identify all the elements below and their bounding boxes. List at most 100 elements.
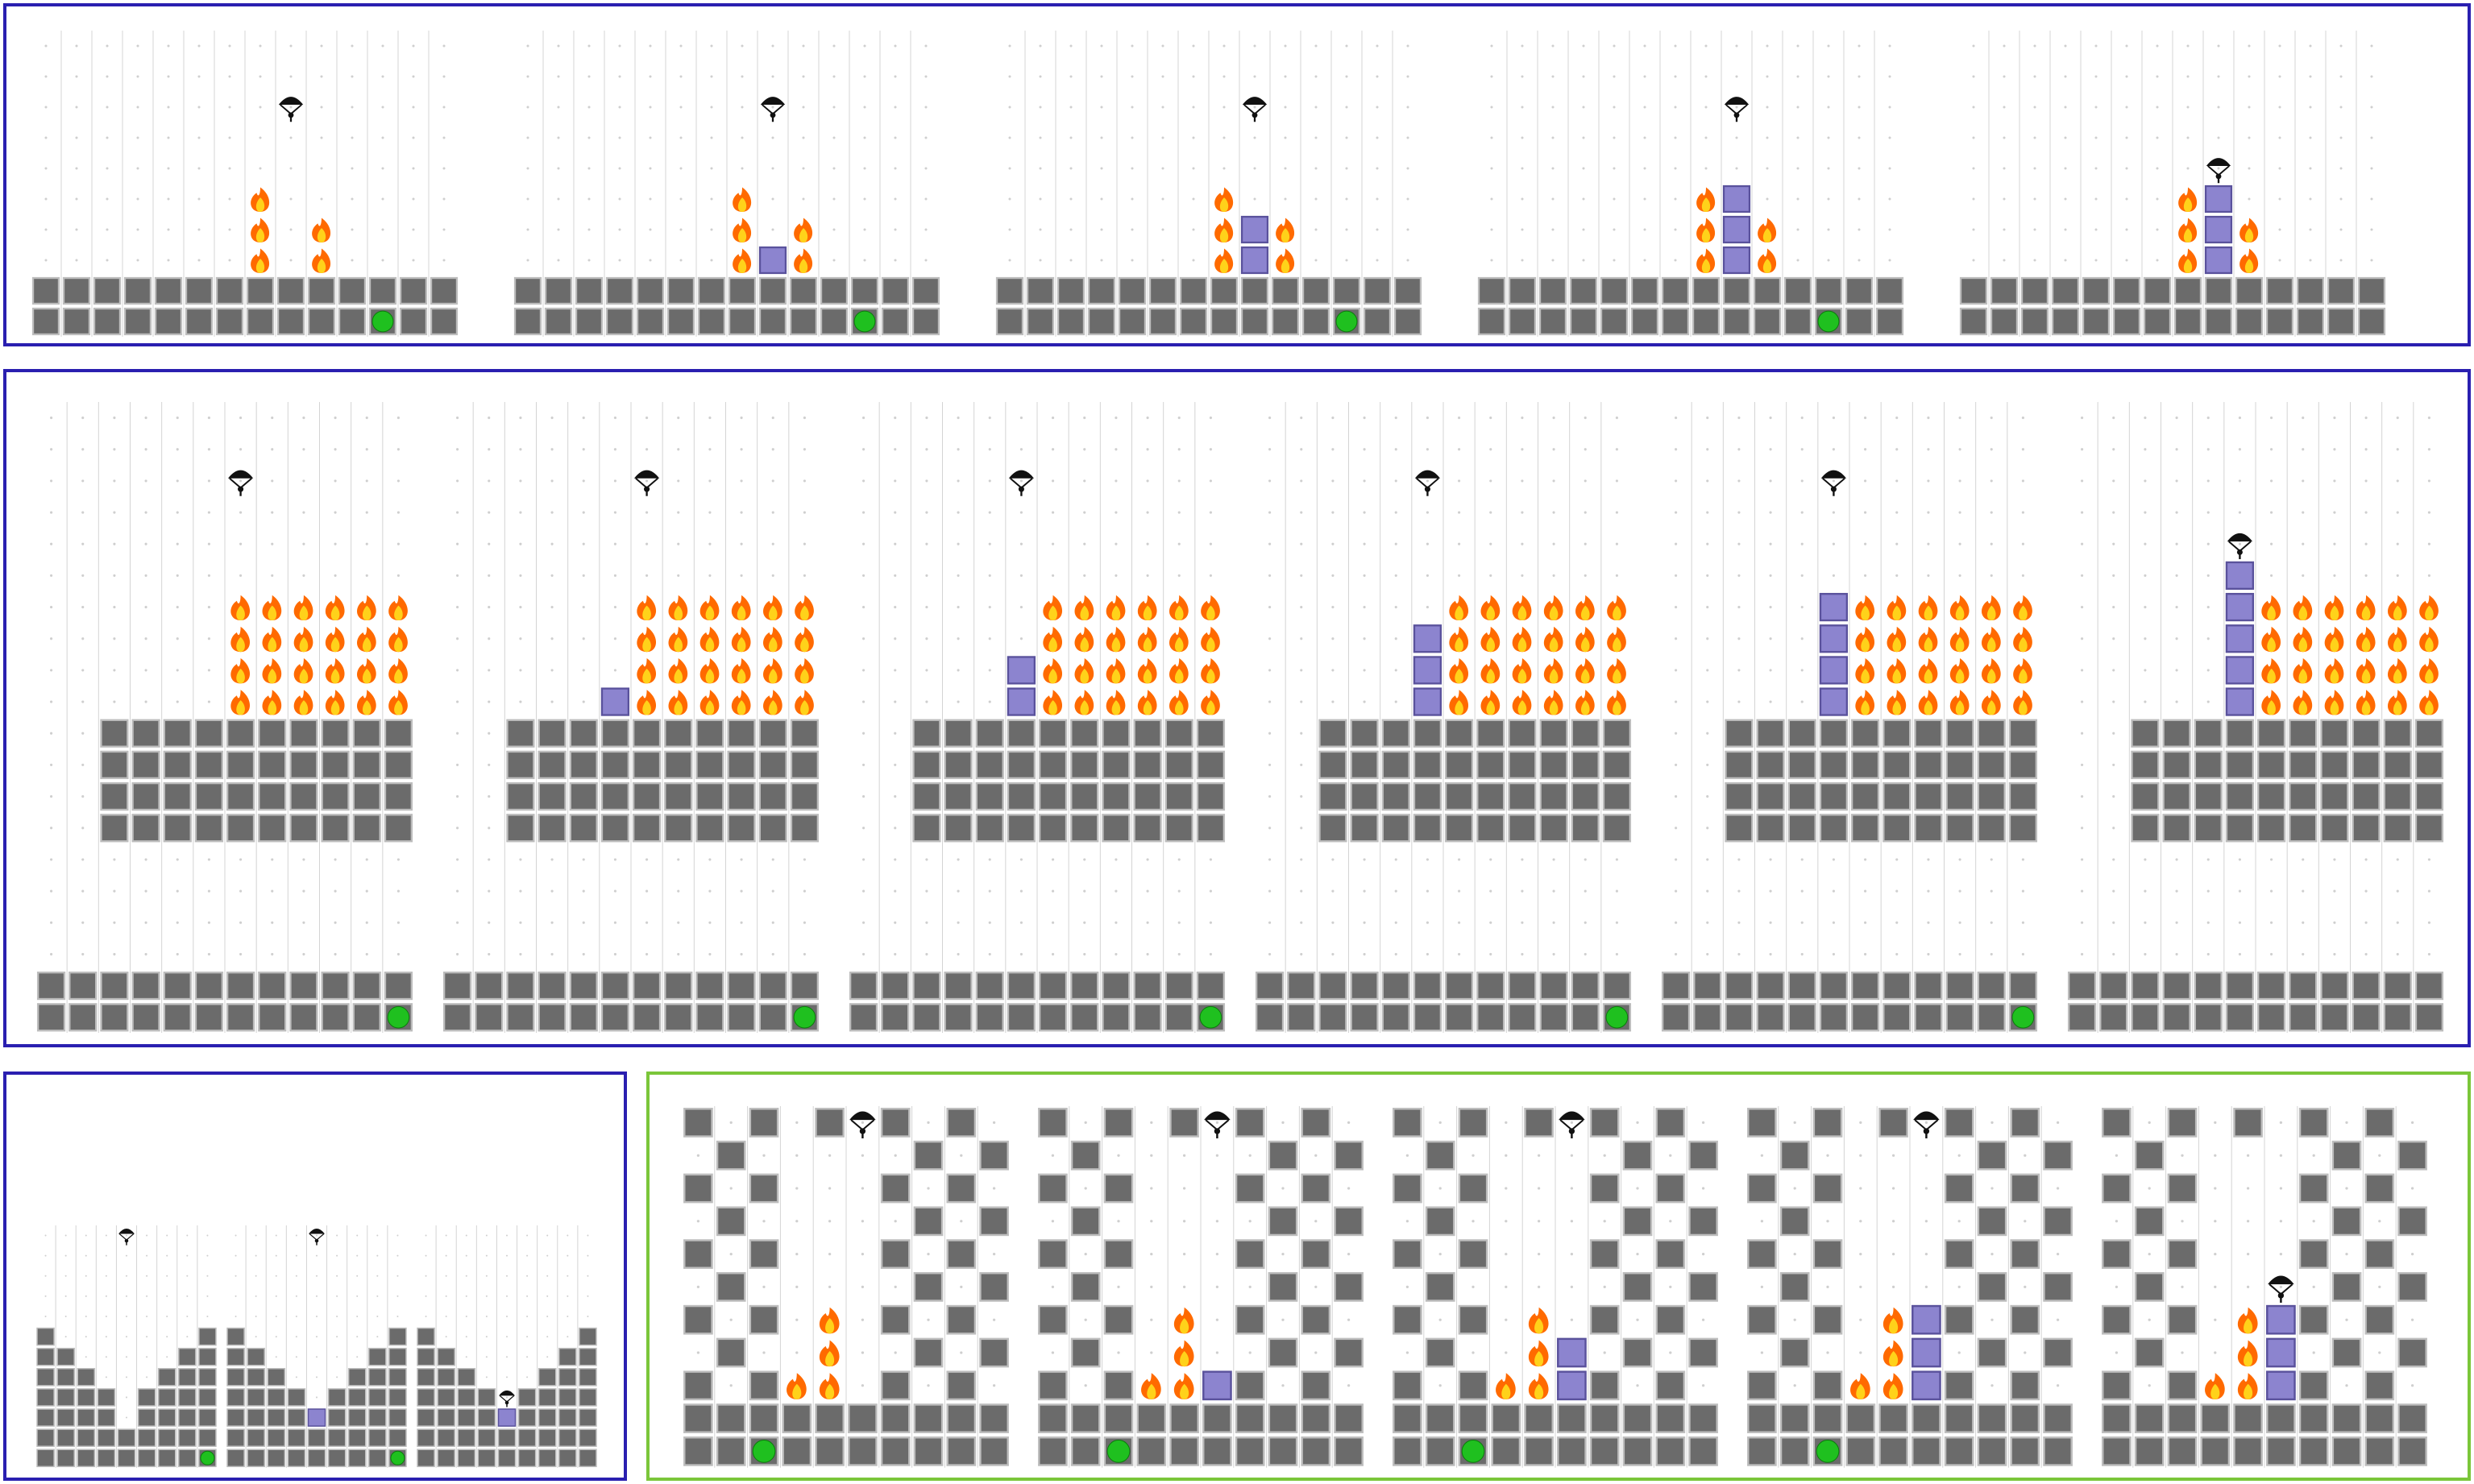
wall-icon	[880, 1173, 911, 1204]
fire-icon	[731, 595, 751, 620]
ice-block-icon	[1557, 1370, 1587, 1401]
wall-icon	[338, 307, 367, 336]
wall-icon	[913, 1436, 944, 1466]
wall-icon	[247, 1347, 265, 1366]
wall-icon	[475, 1002, 504, 1032]
wall-icon	[2102, 1108, 2132, 1138]
wall-icon	[683, 1370, 713, 1401]
wall-icon	[1334, 1272, 1364, 1302]
wall-icon	[579, 1387, 597, 1407]
fire-icon	[1043, 626, 1063, 652]
wall-icon	[198, 1407, 217, 1427]
wall-icon	[1318, 1002, 1347, 1032]
wall-icon	[1779, 1403, 1810, 1434]
fire-icon	[1480, 689, 1501, 715]
wall-icon	[163, 1002, 192, 1032]
fire-icon	[1173, 1373, 1194, 1400]
wall-icon	[1381, 1002, 1410, 1032]
wall-icon	[2256, 750, 2286, 779]
wall-icon	[1007, 750, 1036, 779]
wall-icon	[790, 719, 820, 748]
wall-icon	[198, 1387, 217, 1407]
wall-icon	[68, 971, 98, 1000]
wall-icon	[2298, 1403, 2329, 1434]
fire-icon	[1855, 626, 1875, 652]
parachute-agent-icon	[498, 1390, 516, 1407]
wall-icon	[2265, 307, 2294, 336]
wall-icon	[2233, 1403, 2263, 1434]
wall-icon	[1539, 813, 1568, 843]
wall-icon	[1287, 971, 1316, 1000]
fire-icon	[1201, 689, 1220, 715]
wall-icon	[1787, 971, 1816, 1000]
wall-icon	[569, 1002, 598, 1032]
wall-icon	[77, 1428, 96, 1447]
wall-icon	[880, 1436, 911, 1466]
wall-icon	[267, 1428, 286, 1447]
game-state-panel	[2066, 401, 2445, 1033]
wall-icon	[605, 276, 634, 305]
fire-icon	[2178, 187, 2198, 212]
wall-icon	[912, 1002, 941, 1032]
wall-icon	[2043, 1141, 2073, 1171]
fire-icon	[1276, 248, 1295, 273]
wall-icon	[2289, 1002, 2318, 1032]
game-state-panel	[35, 401, 414, 1033]
wall-icon	[287, 1387, 306, 1407]
wall-icon	[226, 1428, 245, 1447]
wall-icon	[2364, 1173, 2395, 1204]
wall-icon	[1914, 719, 1943, 748]
fire-icon	[2013, 595, 2032, 620]
fire-icon	[1543, 689, 1563, 715]
wall-icon	[1038, 813, 1068, 843]
wall-icon	[1271, 307, 1300, 336]
wall-icon	[1630, 276, 1659, 305]
wall-icon	[417, 1367, 435, 1387]
wall-icon	[154, 307, 183, 336]
wall-icon	[1508, 307, 1537, 336]
game-state-panel	[1745, 1106, 2074, 1468]
goal-icon	[1817, 310, 1840, 333]
wall-icon	[154, 276, 183, 305]
wall-icon	[1301, 307, 1330, 336]
fire-icon	[699, 626, 720, 652]
wall-icon	[1756, 971, 1785, 1000]
wall-icon	[1458, 1108, 1488, 1138]
ice-block-icon	[1240, 246, 1269, 275]
fire-icon	[1575, 595, 1595, 620]
wall-icon	[517, 1407, 537, 1427]
wall-icon	[912, 750, 941, 779]
wall-icon	[716, 1206, 746, 1237]
wall-icon	[1977, 971, 2006, 1000]
fire-icon	[1214, 187, 1234, 212]
fire-icon	[2419, 595, 2439, 620]
wall-icon	[913, 1337, 944, 1368]
wall-icon	[2266, 1403, 2296, 1434]
fire-icon	[230, 626, 251, 652]
wall-icon	[1038, 1108, 1068, 1138]
fire-icon	[2388, 595, 2407, 620]
wall-icon	[1944, 1239, 1974, 1270]
wall-icon	[2298, 1108, 2329, 1138]
wall-icon	[247, 1449, 265, 1467]
wall-icon	[1882, 781, 1912, 810]
wall-icon	[2397, 1206, 2427, 1237]
wall-icon	[944, 750, 973, 779]
wall-icon	[913, 1272, 944, 1302]
fire-icon	[251, 187, 270, 212]
wall-icon	[1725, 971, 1754, 1000]
wall-icon	[2102, 1239, 2132, 1270]
wall-icon	[1148, 307, 1177, 336]
wall-icon	[1539, 781, 1568, 810]
wall-icon	[1819, 813, 1849, 843]
wall-icon	[2298, 1173, 2329, 1204]
wall-icon	[2233, 1436, 2263, 1466]
episode-group-row2	[3, 369, 2471, 1047]
fire-icon	[2324, 626, 2344, 652]
wall-icon	[1169, 1403, 1199, 1434]
wall-icon	[1070, 1141, 1101, 1171]
ice-block-icon	[2266, 1370, 2296, 1401]
wall-icon	[979, 1141, 1009, 1171]
wall-icon	[2320, 971, 2349, 1000]
wall-icon	[1381, 750, 1410, 779]
